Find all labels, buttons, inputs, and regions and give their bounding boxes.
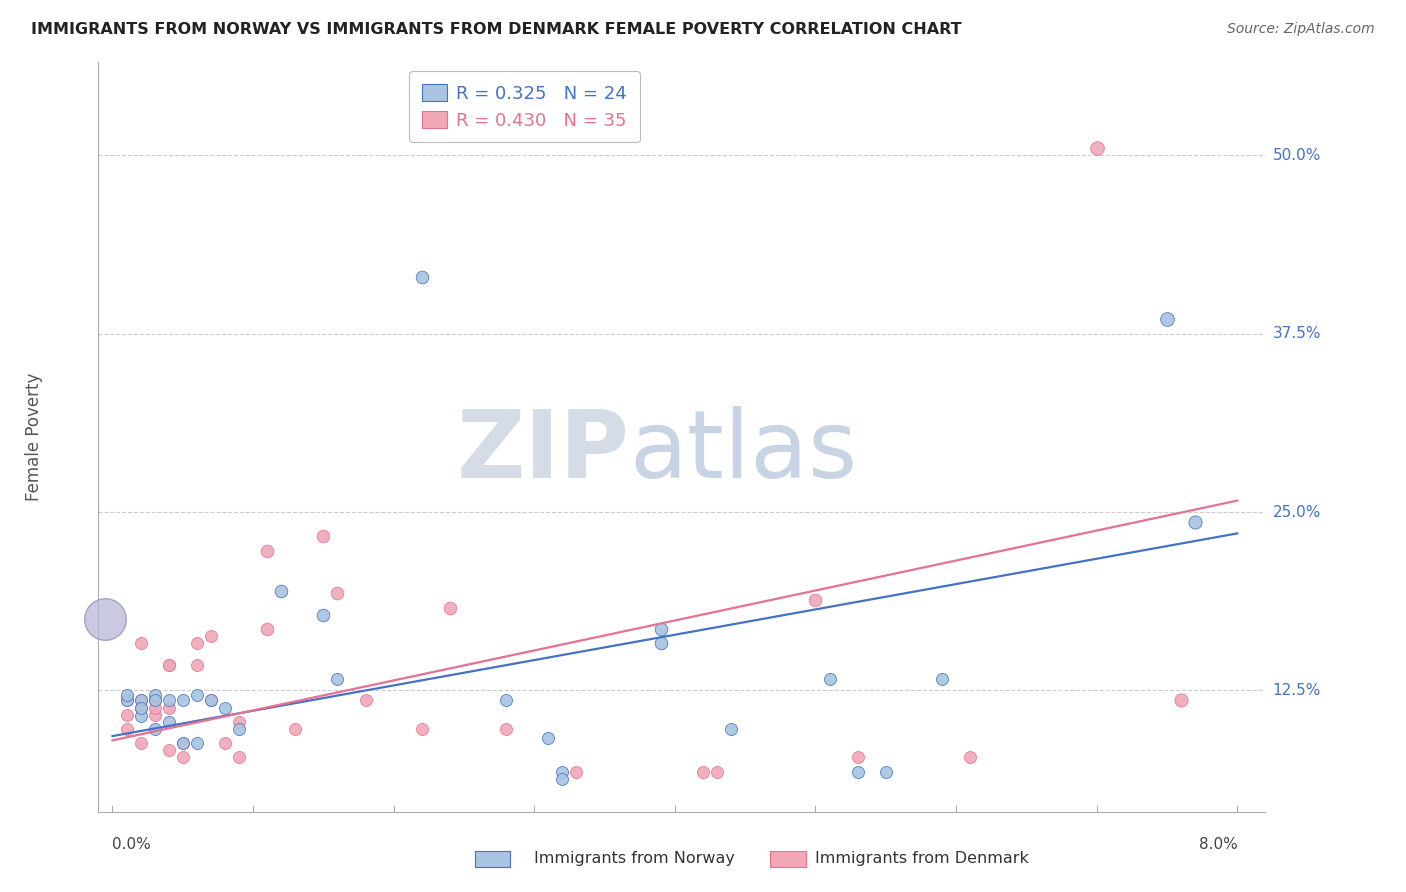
Point (129, 693, 152, 707)
Point (846, 764, 869, 779)
Point (228, 750, 250, 764)
Point (157, 714, 180, 729)
Point (157, 743, 180, 757)
Point (172, 736, 194, 750)
Text: 12.5%: 12.5% (1272, 683, 1320, 698)
Point (256, 543, 278, 558)
Point (214, 736, 236, 750)
Text: 0.0%: 0.0% (112, 837, 152, 852)
Point (214, 700, 236, 714)
Point (143, 693, 166, 707)
Point (312, 607, 335, 622)
Point (143, 693, 166, 707)
Point (650, 636, 672, 650)
Text: Immigrants from Norway: Immigrants from Norway (534, 851, 735, 865)
Point (650, 622, 672, 636)
Point (551, 764, 574, 779)
Point (115, 688, 138, 702)
Point (129, 700, 152, 714)
Point (186, 736, 208, 750)
Point (228, 722, 250, 736)
Point (94, 612, 117, 626)
Point (228, 714, 250, 729)
Point (200, 693, 222, 707)
Point (326, 672, 349, 686)
Point (720, 722, 742, 736)
Point (495, 693, 517, 707)
Text: ZIP: ZIP (457, 406, 630, 498)
Point (312, 529, 335, 543)
Point (157, 657, 180, 672)
Point (143, 700, 166, 714)
Point (186, 636, 208, 650)
Point (172, 736, 194, 750)
Point (115, 707, 138, 722)
Point (1170, 693, 1192, 707)
Point (1085, 141, 1108, 155)
Point (186, 688, 208, 702)
Point (186, 657, 208, 672)
Point (115, 693, 138, 707)
Point (172, 693, 194, 707)
Text: 37.5%: 37.5% (1272, 326, 1320, 341)
Text: IMMIGRANTS FROM NORWAY VS IMMIGRANTS FROM DENMARK FEMALE POVERTY CORRELATION CHA: IMMIGRANTS FROM NORWAY VS IMMIGRANTS FRO… (31, 22, 962, 37)
Point (143, 707, 166, 722)
Text: Female Poverty: Female Poverty (25, 373, 44, 501)
Point (143, 688, 166, 702)
Point (284, 722, 307, 736)
Point (129, 700, 152, 714)
Point (551, 772, 574, 786)
Point (354, 693, 377, 707)
Text: 8.0%: 8.0% (1198, 837, 1237, 852)
Point (495, 722, 517, 736)
Text: atlas: atlas (630, 406, 858, 498)
Point (129, 693, 152, 707)
Point (875, 764, 897, 779)
Text: Source: ZipAtlas.com: Source: ZipAtlas.com (1227, 22, 1375, 37)
Point (157, 657, 180, 672)
Point (143, 722, 166, 736)
Text: Immigrants from Denmark: Immigrants from Denmark (815, 851, 1029, 865)
Point (818, 672, 841, 686)
Text: 25.0%: 25.0% (1272, 505, 1320, 519)
Point (1184, 515, 1206, 529)
Point (157, 693, 180, 707)
Point (326, 586, 349, 600)
Point (439, 600, 461, 615)
Point (115, 693, 138, 707)
Point (256, 622, 278, 636)
Point (846, 750, 869, 764)
Point (537, 731, 560, 745)
Point (411, 722, 433, 736)
Text: 50.0%: 50.0% (1272, 148, 1320, 162)
Point (692, 764, 714, 779)
Point (200, 629, 222, 643)
Point (270, 583, 292, 598)
Legend: R = 0.325   N = 24, R = 0.430   N = 35: R = 0.325 N = 24, R = 0.430 N = 35 (409, 71, 640, 143)
Point (157, 700, 180, 714)
Point (129, 709, 152, 723)
Point (1156, 312, 1178, 326)
Point (115, 722, 138, 736)
Point (565, 764, 588, 779)
Point (129, 736, 152, 750)
Point (804, 593, 827, 607)
Point (931, 672, 953, 686)
Point (129, 636, 152, 650)
Point (959, 750, 981, 764)
Point (200, 693, 222, 707)
Point (172, 750, 194, 764)
Point (706, 764, 728, 779)
Point (411, 269, 433, 284)
